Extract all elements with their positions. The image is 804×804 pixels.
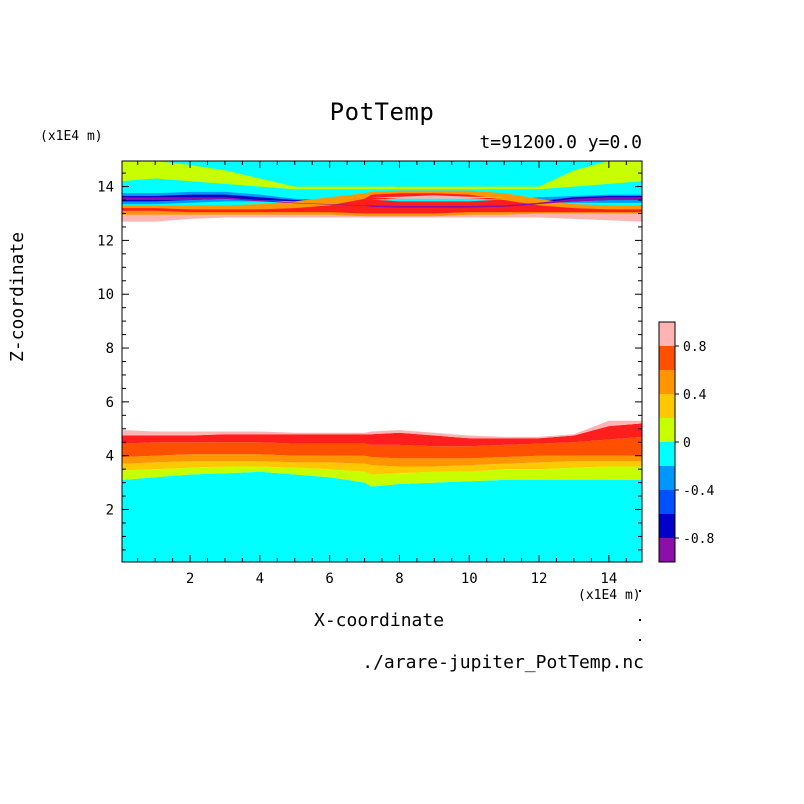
contour-band-lower-1	[122, 461, 642, 475]
y-tick-label: 8	[106, 341, 114, 357]
colorbar-segment	[659, 442, 675, 466]
decorative-dots	[639, 590, 641, 641]
colorbar-segment	[659, 514, 675, 538]
colorbar-segment	[659, 466, 675, 490]
contour-band-lower-3	[122, 436, 642, 459]
decorative-dot	[639, 619, 641, 621]
x-tick-label: 10	[461, 571, 478, 587]
contour-band-lower-0	[122, 466, 642, 487]
y-tick-label: 10	[97, 287, 114, 303]
contour-band-lower-5	[122, 420, 642, 439]
colorbar-segment	[659, 490, 675, 514]
colorbar-tick-label: 0.8	[683, 340, 706, 355]
contour-band-upper-2	[122, 161, 642, 190]
decorative-dot	[639, 590, 641, 592]
decorative-dot	[639, 639, 641, 641]
colorbar-segment-top	[659, 322, 675, 346]
source-file-label: ./arare-jupiter_PotTemp.nc	[362, 652, 644, 673]
y-tick-label: 2	[106, 503, 114, 519]
x-tick-label: 2	[186, 571, 194, 587]
x-tick-label: 4	[256, 571, 264, 587]
x-tick-label: 12	[531, 571, 548, 587]
y-tick-label: 14	[97, 180, 114, 196]
y-axis-unit: (x1E4 m)	[40, 129, 103, 144]
chart-subtitle: t=91200.0 y=0.0	[479, 132, 642, 153]
colorbar-segment	[659, 418, 675, 442]
colorbar-segment	[659, 538, 675, 562]
x-tick-label: 14	[600, 571, 617, 587]
x-axis-label: X-coordinate	[314, 610, 445, 631]
colorbar-tick-label: -0.8	[683, 532, 714, 547]
axis-ticks: 2 4 6 8 10 12 14 2 4 6 8 10 12 14	[97, 161, 642, 587]
colorbar-segment	[659, 394, 675, 418]
x-tick-label: 8	[395, 571, 403, 587]
colorbar-tick-label: 0	[683, 436, 691, 451]
colorbar: 0.8 0.4 0 -0.4 -0.8	[658, 321, 714, 563]
contour-band-upper-7	[122, 210, 642, 217]
x-axis-unit: (x1E4 m)	[578, 588, 641, 603]
y-tick-label: 4	[106, 449, 114, 465]
contour-band-upper-8	[122, 213, 642, 222]
contour-band-lower-4	[122, 423, 642, 447]
y-tick-label: 6	[106, 395, 114, 411]
contour-band-lower-2	[122, 454, 642, 467]
contour-band-upper-6	[122, 193, 642, 217]
colorbar-segment	[659, 370, 675, 394]
colorbar-segment	[659, 346, 675, 370]
colorbar-tick-label: -0.4	[683, 484, 714, 499]
contour-band-upper-9	[122, 197, 642, 208]
contour-band-upper-10	[122, 197, 642, 202]
chart-title: PotTemp	[329, 98, 435, 126]
colorbar-tick-label: 0.4	[683, 388, 707, 403]
contour-fills	[122, 161, 642, 562]
contour-band-lower-base	[122, 471, 642, 562]
y-tick-label: 12	[97, 233, 114, 249]
x-tick-label: 6	[325, 571, 333, 587]
